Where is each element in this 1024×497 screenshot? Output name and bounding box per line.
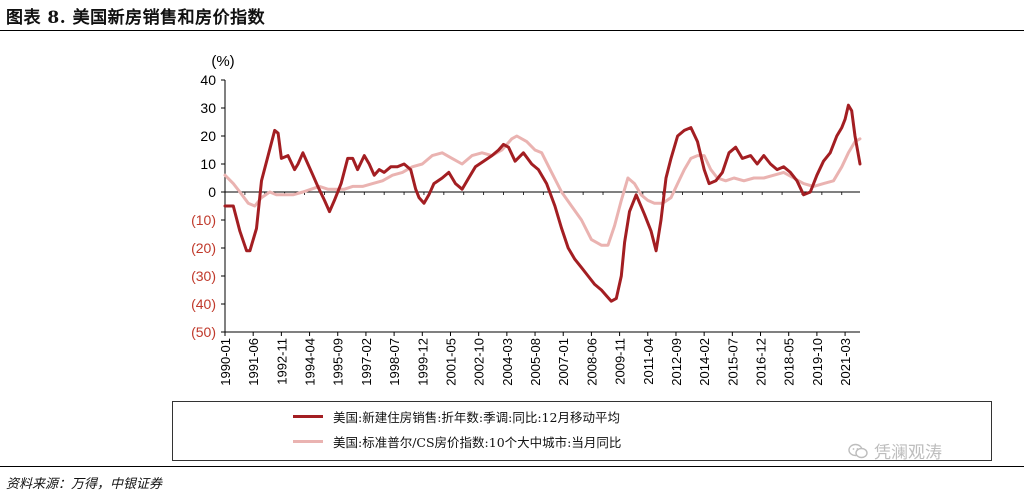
x-tick-label: 1991-06 xyxy=(246,338,261,386)
x-tick-label: 1992-11 xyxy=(274,338,289,385)
x-tick-label: 1995-09 xyxy=(331,338,346,386)
x-tick-label: 2001-05 xyxy=(443,338,458,386)
x-tick-label: 2009-11 xyxy=(613,338,628,385)
figure-title: 图表 8. 美国新房销售和房价指数 xyxy=(6,8,266,28)
x-tick-label: 1999-12 xyxy=(415,338,430,386)
y-tick-label: (30) xyxy=(191,268,216,284)
y-tick-label: 0 xyxy=(208,184,216,200)
y-tick-label: 10 xyxy=(200,156,216,172)
watermark-text: 凭澜观涛 xyxy=(874,443,942,463)
x-tick-label: 2008-06 xyxy=(584,338,599,386)
y-tick-label: (10) xyxy=(191,212,216,228)
series-line-case-shiller xyxy=(223,134,862,247)
x-tick-label: 2012-09 xyxy=(669,338,684,386)
x-tick-label: 1997-02 xyxy=(359,338,374,386)
x-tick-label: 2015-07 xyxy=(725,338,740,386)
x-tick-label: 1998-07 xyxy=(387,338,402,386)
y-tick-label: 30 xyxy=(200,100,216,116)
x-tick-label: 1994-04 xyxy=(303,338,318,386)
x-tick-label: 2014-02 xyxy=(697,338,712,386)
x-tick-label: 2011-04 xyxy=(641,338,656,385)
x-tick-label: 2002-10 xyxy=(472,338,487,386)
chart-legend: 美国:新建住房销售:折年数:季调:同比:12月移动平均 美国:标准普尔/CS房价… xyxy=(172,401,992,461)
top-rule xyxy=(0,30,1024,31)
series-line-new-home-sales xyxy=(223,103,862,303)
y-unit-label: (%) xyxy=(211,53,234,70)
y-tick-label: 20 xyxy=(200,128,216,144)
bottom-rule xyxy=(0,466,1024,467)
watermark: 凭澜观涛 xyxy=(848,438,942,463)
legend-label-new-home-sales: 美国:新建住房销售:折年数:季调:同比:12月移动平均 xyxy=(333,410,620,425)
x-tick-label: 2005-08 xyxy=(528,338,543,386)
x-tick-label: 2016-12 xyxy=(754,338,769,386)
legend-label-case-shiller: 美国:标准普尔/CS房价指数:10个大中城市:当月同比 xyxy=(333,435,622,450)
wechat-icon xyxy=(848,443,868,458)
x-tick-label: 2018-05 xyxy=(782,338,797,386)
legend-swatch-case-shiller xyxy=(293,440,323,443)
legend-swatch-new-home-sales xyxy=(293,415,323,418)
source-note: 资料来源：万得，中银证券 xyxy=(6,477,163,492)
legend-item-case-shiller: 美国:标准普尔/CS房价指数:10个大中城市:当月同比 xyxy=(293,432,621,451)
x-tick-label: 2007-01 xyxy=(556,338,571,386)
y-tick-label: (50) xyxy=(191,324,216,340)
x-tick-label: 2019-10 xyxy=(810,338,825,386)
y-tick-label: (40) xyxy=(191,296,216,312)
x-tick-label: 2004-03 xyxy=(500,338,515,386)
y-tick-label: (20) xyxy=(191,240,216,256)
x-tick-label: 2021-03 xyxy=(838,338,853,386)
y-tick-label: 40 xyxy=(200,72,216,88)
line-chart: 40 30 20 10 0 (10) (20) (30) (40) (50) (%) 1990-01 1… xyxy=(191,53,862,386)
x-tick-label: 1990-01 xyxy=(218,338,233,386)
legend-item-new-home-sales: 美国:新建住房销售:折年数:季调:同比:12月移动平均 xyxy=(293,407,620,426)
